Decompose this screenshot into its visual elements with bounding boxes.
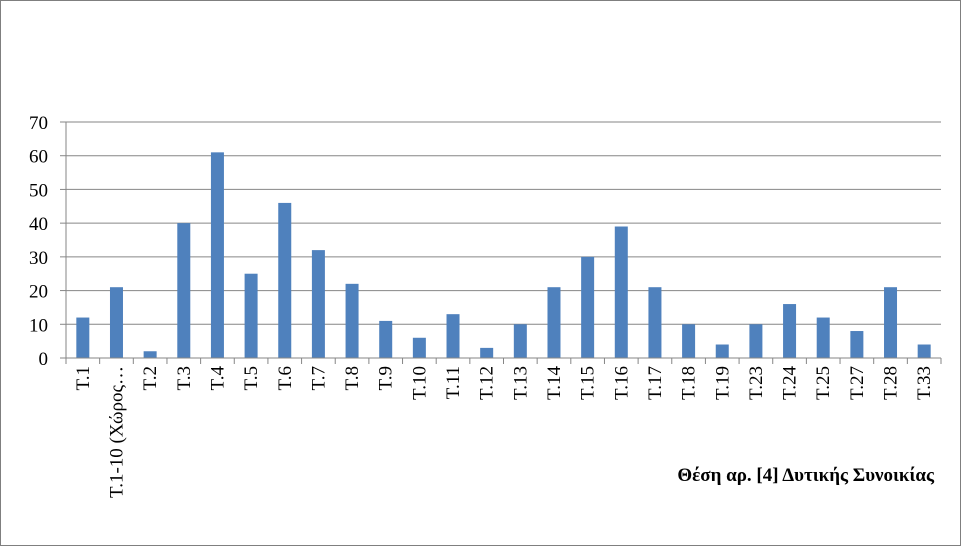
x-tick-label: Τ.10: [409, 366, 430, 400]
bar: [412, 337, 426, 358]
y-tick-label: 60: [29, 147, 48, 168]
x-tick-label: Τ.33: [914, 366, 935, 400]
x-tick-label: Τ.9: [376, 366, 397, 390]
bar: [749, 324, 763, 358]
x-tick-label: Τ.15: [578, 366, 599, 400]
bar: [345, 283, 359, 358]
x-tick-label: Τ.18: [679, 366, 700, 400]
y-tick-label: 40: [29, 214, 48, 235]
bar: [143, 351, 157, 358]
x-tick-label: Τ.17: [645, 366, 666, 400]
x-tick-label: Τ.19: [712, 366, 733, 400]
x-tick-label: Τ.1-10 (Χώρος…: [106, 366, 127, 498]
bars: [76, 152, 931, 358]
x-tick-label: Τ.14: [544, 366, 565, 400]
chart-annotation: Θέση αρ. [4] Δυτικής Συνοικίας: [677, 465, 934, 486]
x-axis-ticks: Τ.1 Τ.1-10 (Χώρος… Τ.2 Τ.3 Τ.4 Τ.5 Τ.6 Τ.7 Τ.8 Τ.…: [65, 358, 942, 498]
bar: [648, 287, 662, 358]
bar: [715, 344, 729, 358]
x-tick-label: Τ.11: [443, 366, 464, 399]
bar: [850, 331, 864, 358]
x-tick-label: Τ.5: [241, 366, 262, 390]
y-tick-label: 50: [29, 180, 48, 201]
x-tick-label: Τ.23: [746, 366, 767, 400]
bar: [614, 226, 628, 358]
y-tick-label: 10: [29, 315, 48, 336]
x-tick-label: Τ.24: [780, 366, 801, 400]
bar: [783, 304, 797, 358]
bar: [210, 152, 224, 358]
bar: [480, 347, 494, 358]
y-axis-ticks: 0 10 20 30 40 50 60 70: [29, 113, 66, 370]
axes: [65, 122, 941, 359]
bar: [917, 344, 931, 358]
gridlines: [66, 121, 941, 325]
bar: [513, 324, 527, 358]
bar: [177, 223, 191, 358]
x-tick-label: Τ.7: [308, 366, 329, 390]
bar: [311, 250, 325, 358]
x-tick-label: Τ.1: [73, 366, 94, 390]
x-tick-label: Τ.6: [275, 366, 296, 390]
x-tick-label: Τ.8: [342, 366, 363, 390]
bar: [547, 287, 561, 358]
x-tick-label: Τ.4: [207, 366, 228, 391]
x-tick-label: Τ.2: [140, 366, 161, 390]
x-tick-label: Τ.3: [174, 366, 195, 390]
bar: [76, 317, 90, 358]
bar: [682, 324, 696, 358]
y-tick-label: 30: [29, 248, 48, 269]
y-tick-label: 20: [29, 282, 48, 303]
x-tick-label: Τ.25: [813, 366, 834, 400]
bar: [446, 314, 460, 358]
x-tick-label: Τ.28: [881, 366, 902, 400]
x-tick-label: Τ.12: [477, 366, 498, 400]
bar: [379, 320, 393, 358]
bar: [244, 273, 258, 358]
bar: [816, 317, 830, 358]
x-tick-label: Τ.27: [847, 366, 868, 400]
bar: [109, 287, 123, 358]
y-tick-label: 0: [39, 349, 49, 370]
bar: [884, 287, 898, 358]
y-tick-label: 70: [29, 113, 48, 134]
x-tick-label: Τ.16: [611, 366, 632, 400]
x-tick-label: Τ.13: [510, 366, 531, 400]
bar: [278, 202, 292, 358]
bar: [581, 256, 595, 358]
